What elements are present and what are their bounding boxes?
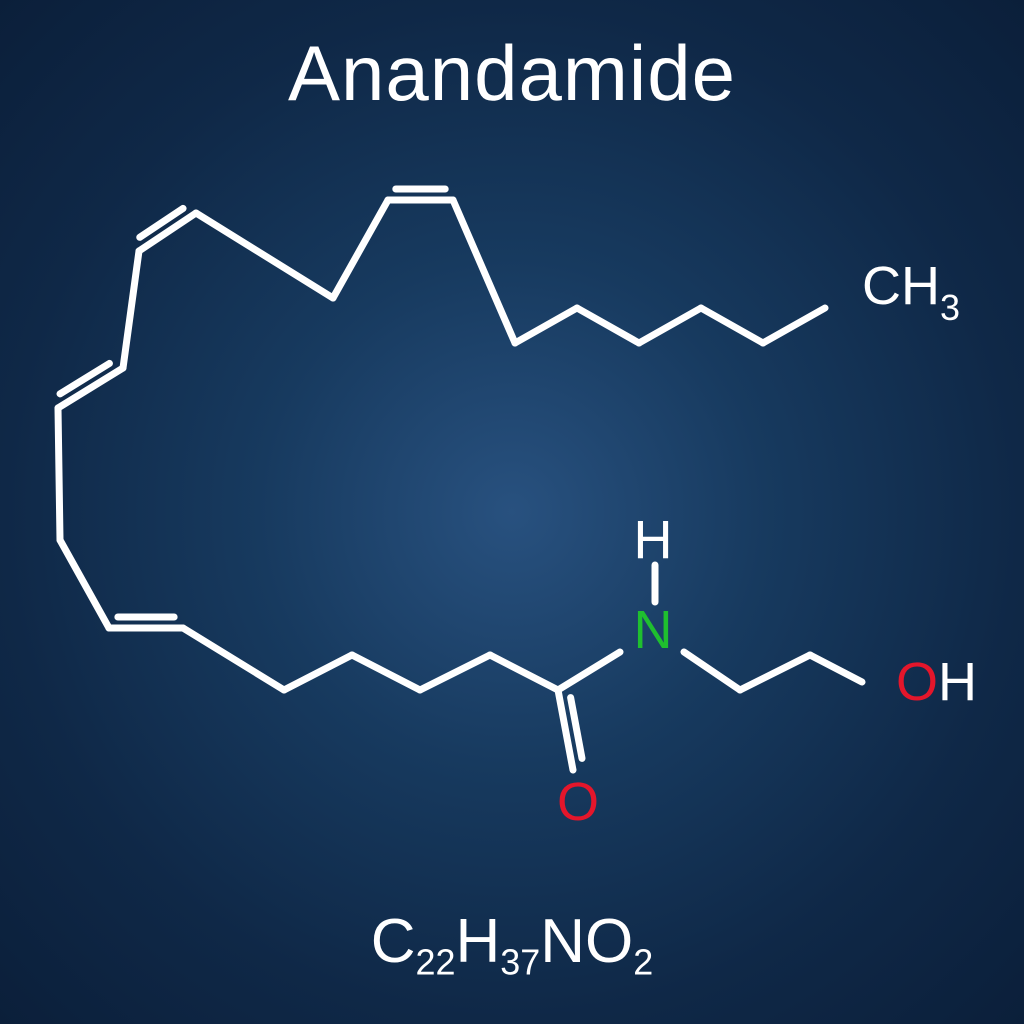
formula-subscript: 2 (633, 942, 653, 983)
formula-subscript: 22 (415, 942, 455, 983)
atom-label: N (634, 600, 673, 660)
formula-element: O (585, 907, 633, 976)
atom-label: OH (896, 652, 977, 712)
structure-diagram: CH3NHOOH (0, 0, 1024, 1024)
atom-label: CH3 (862, 256, 960, 328)
formula-element: C (371, 907, 416, 976)
formula-element: N (540, 907, 585, 976)
molecular-formula: C22H37NO2 (0, 906, 1024, 984)
formula-element: H (455, 907, 500, 976)
atom-label: O (557, 772, 599, 832)
molecule-infographic: Anandamide CH3NHOOH C22H37NO2 (0, 0, 1024, 1024)
atom-label: H (634, 510, 673, 570)
formula-subscript: 37 (500, 942, 540, 983)
